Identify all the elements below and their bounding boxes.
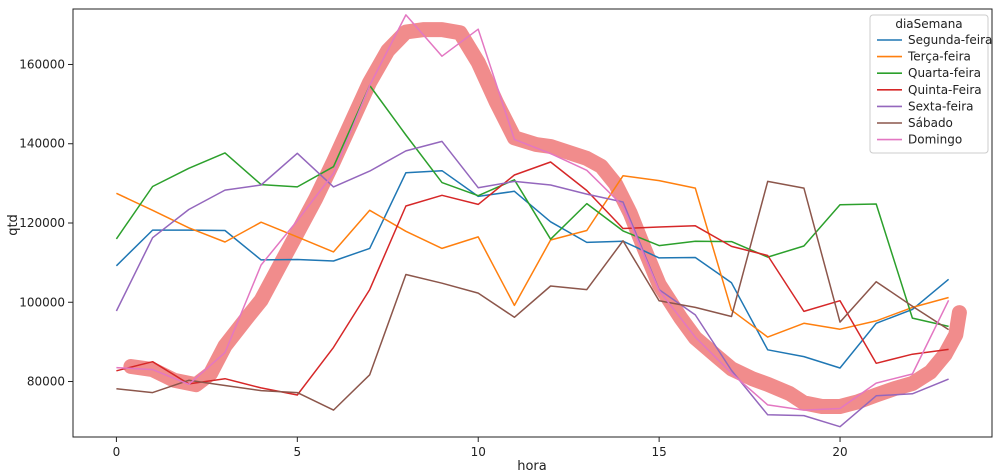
- legend-label: Terça-feira: [907, 50, 971, 64]
- legend-label: Quarta-feira: [908, 66, 981, 80]
- y-tick-label: 80000: [27, 375, 65, 389]
- series-line-terça-feira: [116, 175, 949, 338]
- legend-box: [869, 14, 989, 154]
- x-tick-label: 20: [832, 445, 847, 459]
- series-lines-layer: [115, 14, 950, 428]
- series-line-quinta-feira: [116, 161, 949, 396]
- legend-label: Segunda-feira: [908, 33, 992, 47]
- y-tick-label: 100000: [19, 295, 65, 309]
- legend-label: Sábado: [908, 116, 953, 130]
- y-axis: 80000 100000 120000 140000 160000: [19, 57, 73, 389]
- highlight-stroke-layer: [123, 22, 967, 414]
- highlight-stroke: [123, 22, 967, 414]
- x-axis-label: hora: [517, 459, 547, 474]
- legend-label: Sexta-feira: [908, 99, 974, 113]
- x-tick-label: 0: [113, 445, 121, 459]
- series-line-segunda-feira: [115, 169, 950, 369]
- x-tick-label: 10: [471, 445, 486, 459]
- series-line-sábado: [116, 180, 950, 411]
- y-axis-label: qtd: [6, 214, 21, 236]
- x-axis: 0 5 10 15 20: [113, 437, 848, 459]
- x-tick-label: 15: [651, 445, 666, 459]
- legend-title: diaSemana: [895, 17, 962, 31]
- y-tick-label: 140000: [19, 137, 65, 151]
- legend: diaSemana Segunda-feira Terça-feira Quarta…: [869, 14, 992, 154]
- series-line-sexta-feira: [115, 140, 949, 428]
- legend-label: Quinta-Feira: [908, 83, 982, 97]
- y-tick-label: 160000: [19, 57, 65, 71]
- legend-label: Domingo: [908, 133, 962, 147]
- series-line-quarta-feira: [115, 84, 949, 328]
- x-tick-label: 5: [294, 445, 302, 459]
- series-line-domingo: [116, 14, 950, 411]
- y-tick-label: 120000: [19, 216, 65, 230]
